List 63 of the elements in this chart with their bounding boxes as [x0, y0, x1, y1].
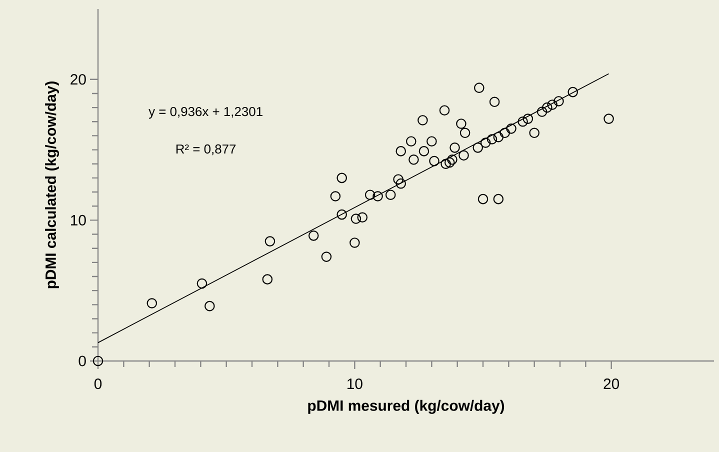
point [522, 114, 534, 124]
point [429, 156, 440, 166]
annotation: y = 0,936x + 1,2301 [148, 106, 262, 119]
point [450, 142, 460, 153]
point [418, 146, 430, 156]
point [264, 236, 276, 246]
point [418, 115, 428, 126]
point [536, 106, 548, 117]
point [447, 154, 458, 165]
x-tick-label: 0 [94, 378, 102, 390]
y-tick-label: 20 [70, 74, 86, 85]
point [385, 190, 396, 200]
point [321, 252, 332, 262]
point [604, 114, 614, 124]
point [489, 96, 500, 108]
point [396, 178, 406, 189]
y-tick-label: 0 [78, 356, 86, 366]
point [554, 96, 564, 106]
point [350, 238, 360, 248]
point [336, 172, 347, 184]
point [500, 128, 510, 138]
point [474, 82, 484, 93]
point [440, 158, 451, 170]
point [393, 174, 404, 185]
point [308, 230, 319, 241]
point [406, 136, 416, 146]
point [493, 132, 504, 142]
point [458, 150, 469, 161]
point [568, 86, 578, 98]
point [456, 118, 466, 129]
y-tick-label: 10 [71, 214, 86, 226]
point [372, 191, 383, 202]
point [518, 116, 528, 127]
point [506, 124, 516, 134]
point [146, 298, 158, 308]
y-axis-title: pDMI calculated (kg/cow/day) [45, 82, 60, 288]
point [547, 100, 558, 110]
point [357, 212, 368, 223]
point [364, 190, 376, 200]
x-tick-label: 10 [348, 378, 362, 390]
point [542, 102, 552, 113]
point [262, 274, 273, 284]
point [460, 128, 470, 138]
x-axis-title: pDMI mesured (kg/cow/day) [308, 400, 504, 414]
point [529, 128, 540, 138]
x-tick-label: 20 [604, 378, 620, 390]
annotation: R² = 0,877 [176, 144, 236, 156]
point [204, 300, 215, 312]
point [408, 154, 419, 165]
point [92, 356, 104, 366]
point [350, 214, 362, 224]
point [330, 191, 341, 202]
point [480, 138, 491, 148]
point [493, 194, 504, 204]
point [439, 105, 450, 116]
point [444, 157, 455, 168]
point [396, 146, 406, 156]
point [336, 209, 347, 220]
point [472, 142, 484, 153]
point [426, 136, 437, 146]
point [478, 194, 488, 204]
point [196, 278, 208, 289]
point [486, 134, 498, 144]
